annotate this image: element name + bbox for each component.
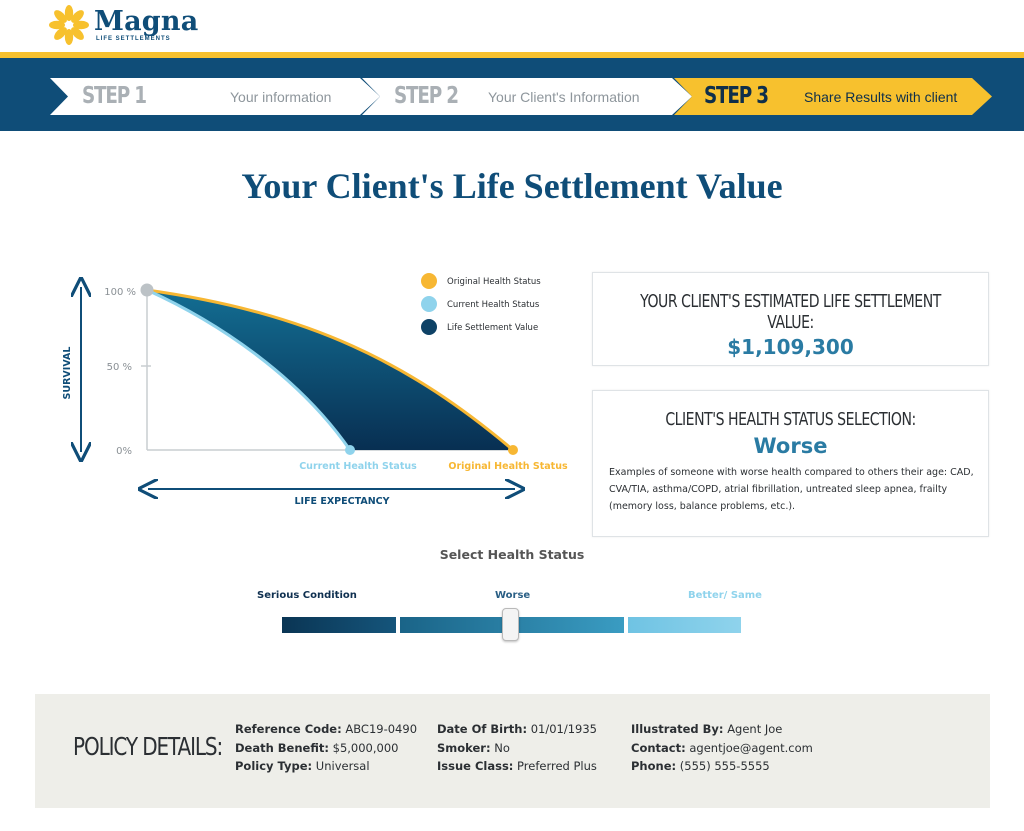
- current-health-curve: [146, 288, 352, 451]
- health-status-heading: CLIENT'S HEALTH STATUS SELECTION:: [665, 409, 916, 430]
- survival-chart: SURVIVAL 100 % 50 % 0% Current Health St…: [62, 273, 568, 507]
- original-health-end-point: [508, 445, 518, 455]
- step-2-number: STEP 2: [394, 83, 459, 109]
- legend-label-original: Original Health Status: [447, 277, 541, 287]
- estimated-value-amount: $1,109,300: [727, 335, 854, 359]
- estimated-value-card: YOUR CLIENT'S ESTIMATED LIFE SETTLEMENT …: [592, 272, 989, 366]
- step-1-arrow: [50, 78, 380, 115]
- health-status-card: CLIENT'S HEALTH STATUS SELECTION: Worse …: [592, 390, 989, 537]
- step-1-label: Your information: [230, 89, 332, 105]
- sun-flower-icon: [49, 5, 89, 45]
- step-3-label: Share Results with client: [804, 89, 958, 105]
- slider-label-worse[interactable]: Worse: [495, 590, 531, 601]
- original-health-marker-label: Original Health Status: [448, 461, 568, 472]
- steps-bar: STEP 1 Your information STEP 2 Your Clie…: [0, 58, 1024, 131]
- policy-row-date-of-birth: Date Of Birth: 01/01/1935: [437, 720, 597, 739]
- brand-tagline: LIFE SETTLEMENTS: [96, 36, 171, 42]
- select-health-status-title: Select Health Status: [439, 547, 585, 562]
- date-of-birth-key: Date Of Birth:: [437, 722, 528, 736]
- current-health-end-point: [345, 445, 355, 455]
- phone-key: Phone:: [631, 759, 677, 773]
- y-tick-label-100: 100 %: [104, 287, 136, 298]
- step-2-arrow: [362, 78, 692, 115]
- step-1-number: STEP 1: [82, 83, 147, 109]
- legend-label-lsv: Life Settlement Value: [447, 323, 538, 333]
- slider-segment-serious[interactable]: [282, 617, 396, 633]
- original-health-curve: [146, 288, 514, 452]
- step-3[interactable]: STEP 3 Share Results with client: [674, 78, 992, 115]
- policy-row-smoker: Smoker: No: [437, 739, 597, 758]
- smoker-value: No: [494, 740, 510, 755]
- policy-row-reference-code: Reference Code: ABC19-0490: [235, 720, 417, 739]
- slider-label-better[interactable]: Better/ Same: [688, 590, 762, 601]
- reference-code-key: Reference Code:: [235, 722, 342, 736]
- illustrated-by-key: Illustrated By:: [631, 722, 724, 736]
- policy-column-1: Reference Code: ABC19-0490 Death Benefit…: [235, 720, 417, 776]
- estimated-value-heading: YOUR CLIENT'S ESTIMATED LIFE SETTLEMENT …: [640, 291, 941, 333]
- phone-value[interactable]: (555) 555-5555: [679, 759, 770, 773]
- brand-logo[interactable]: Magna LIFE SETTLEMENTS: [48, 4, 198, 46]
- policy-row-phone: Phone: (555) 555-5555: [631, 757, 813, 776]
- policy-row-illustrated-by: Illustrated By: Agent Joe: [631, 720, 813, 739]
- step-3-number: STEP 3: [704, 83, 769, 109]
- contact-value[interactable]: agentjoe@agent.com: [689, 740, 813, 755]
- brand-name: Magna: [94, 6, 199, 37]
- chart-legend: Original Health Status Current Health St…: [421, 273, 541, 335]
- policy-row-contact: Contact: agentjoe@agent.com: [631, 739, 813, 758]
- policy-row-issue-class: Issue Class: Preferred Plus: [437, 757, 597, 776]
- y-tick-label-50: 50 %: [107, 362, 132, 373]
- death-benefit-value: $5,000,000: [332, 740, 399, 755]
- death-benefit-key: Death Benefit:: [235, 740, 329, 755]
- policy-row-death-benefit: Death Benefit: $5,000,000: [235, 739, 417, 758]
- start-point: [140, 283, 154, 297]
- smoker-key: Smoker:: [437, 740, 491, 755]
- reference-code-value: ABC19-0490: [345, 722, 418, 736]
- legend-swatch-current: [421, 296, 437, 312]
- slider-label-serious[interactable]: Serious Condition: [257, 590, 357, 601]
- step-1[interactable]: STEP 1 Your information: [50, 78, 380, 115]
- legend-label-current: Current Health Status: [447, 300, 540, 310]
- health-status-description: Examples of someone with worse health co…: [609, 467, 974, 512]
- health-status-slider-thumb[interactable]: [502, 608, 519, 641]
- issue-class-key: Issue Class:: [437, 759, 514, 773]
- health-status-selection: Worse: [753, 434, 828, 458]
- policy-row-policy-type: Policy Type: Universal: [235, 757, 417, 776]
- policy-type-value: Universal: [315, 759, 370, 773]
- header-divider: [0, 52, 1024, 58]
- current-health-marker-label: Current Health Status: [299, 461, 417, 472]
- step-3-arrow: [674, 78, 992, 115]
- issue-class-value: Preferred Plus: [517, 759, 597, 773]
- step-2-label: Your Client's Information: [488, 89, 640, 105]
- policy-details-panel: POLICY DETAILS: Reference Code: ABC19-04…: [35, 694, 990, 808]
- policy-column-3: Illustrated By: Agent Joe Contact: agent…: [631, 720, 813, 776]
- slider-segment-better[interactable]: [628, 617, 741, 633]
- policy-column-2: Date Of Birth: 01/01/1935 Smoker: No Iss…: [437, 720, 597, 776]
- x-axis-label: LIFE EXPECTANCY: [294, 496, 389, 507]
- contact-key: Contact:: [631, 740, 686, 755]
- y-tick-label-0: 0%: [116, 446, 132, 457]
- page-title: Your Client's Life Settlement Value: [241, 166, 783, 206]
- legend-swatch-lsv: [421, 319, 437, 335]
- legend-swatch-original: [421, 273, 437, 289]
- life-settlement-value-area: [147, 290, 513, 450]
- policy-details-title: POLICY DETAILS:: [73, 732, 223, 761]
- step-2[interactable]: STEP 2 Your Client's Information: [362, 78, 692, 115]
- header: Magna LIFE SETTLEMENTS: [0, 0, 1024, 52]
- illustrated-by-value: Agent Joe: [727, 722, 783, 736]
- policy-type-key: Policy Type:: [235, 759, 313, 773]
- date-of-birth-value: 01/01/1935: [530, 722, 598, 736]
- y-axis-label: SURVIVAL: [62, 347, 73, 400]
